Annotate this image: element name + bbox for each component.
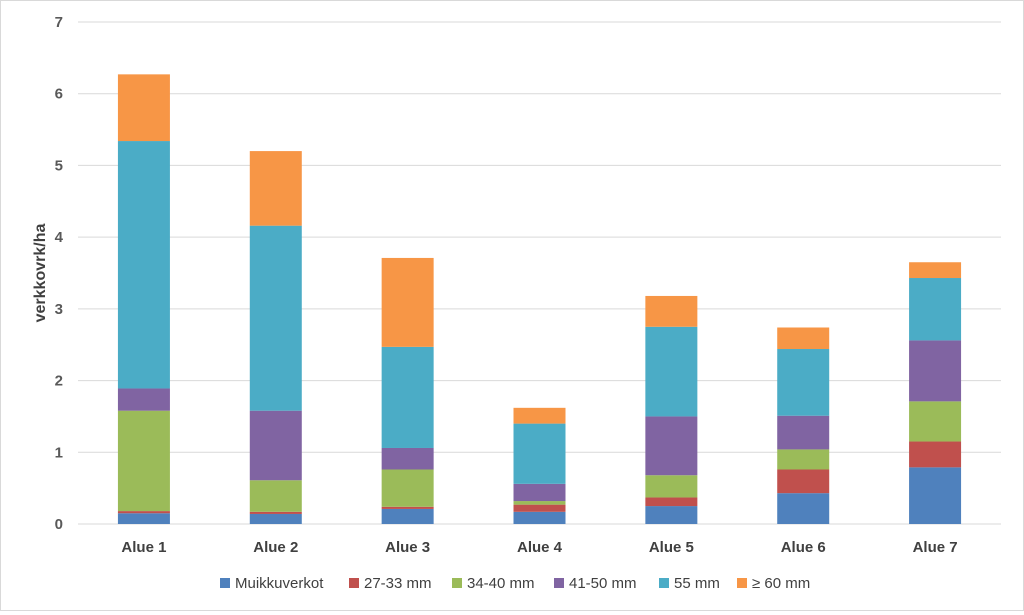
bar-segment [249, 151, 302, 226]
x-tick-label: Alue 7 [913, 539, 958, 556]
bar-segment [909, 278, 962, 341]
bar-segment [645, 295, 698, 327]
bar-segment [645, 326, 698, 417]
bar-segment [645, 475, 698, 498]
bar-segment [513, 407, 566, 424]
legend-label: 34-40 mm [467, 575, 535, 592]
y-tick-label: 7 [55, 14, 63, 31]
bar-segment [909, 262, 962, 279]
y-tick-label: 2 [55, 373, 63, 390]
bar-segment [777, 469, 830, 494]
bar-segment [513, 423, 566, 484]
x-tick-label: Alue 5 [649, 539, 694, 556]
x-tick-label: Alue 1 [121, 539, 166, 556]
bars [117, 74, 962, 524]
bar-segment [249, 225, 302, 411]
bar-segment [117, 513, 170, 524]
legend-label: 55 mm [674, 575, 720, 592]
bar-segment [909, 340, 962, 402]
legend: Muikkuverkot 27-33 mm 34-40 mm 41-50 mm 55 m… [220, 575, 810, 592]
y-axis-label: verkkovrk/ha [32, 224, 49, 323]
bar-segment [117, 410, 170, 512]
bar-segment [777, 449, 830, 470]
x-axis-ticks: Alue 1 Alue 2 Alue 3 Alue 4 Alue 5 Alue 6 Alue… [121, 539, 957, 556]
bar-segment [117, 511, 170, 514]
bar-segment [117, 74, 170, 142]
bar-segment [513, 483, 566, 502]
bar-segment [513, 504, 566, 512]
legend-swatch [554, 578, 564, 588]
bar-segment [513, 501, 566, 505]
bar-segment [249, 480, 302, 512]
x-tick-label: Alue 4 [517, 539, 563, 556]
y-tick-label: 6 [55, 86, 63, 103]
bar-segment [909, 467, 962, 524]
bar-segment [645, 497, 698, 507]
legend-label: ≥ 60 mm [752, 575, 810, 592]
bar-segment [645, 416, 698, 476]
y-tick-label: 4 [55, 229, 64, 246]
y-axis-ticks: 0 1 2 3 4 5 6 7 [55, 14, 64, 533]
y-tick-label: 3 [55, 301, 63, 318]
bar-segment [381, 508, 434, 524]
bar-segment [249, 513, 302, 524]
bar-segment [249, 410, 302, 481]
bar-segment [249, 511, 302, 514]
bar-segment [381, 469, 434, 507]
bar-segment [777, 327, 830, 350]
gridlines [78, 21, 1001, 525]
y-tick-label: 5 [55, 157, 63, 174]
bar-segment [117, 141, 170, 389]
x-tick-label: Alue 3 [385, 539, 430, 556]
bar-segment [777, 349, 830, 416]
bar-segment [381, 346, 434, 448]
y-tick-label: 0 [55, 516, 63, 533]
bar-segment [381, 506, 434, 509]
legend-label: 27-33 mm [364, 575, 432, 592]
legend-swatch [220, 578, 230, 588]
bar-segment [909, 441, 962, 468]
bar-segment [777, 415, 830, 450]
bar-segment [909, 401, 962, 442]
bar-segment [777, 493, 830, 524]
bar-segment [645, 506, 698, 524]
legend-label: Muikkuverkot [235, 575, 324, 592]
legend-swatch [349, 578, 359, 588]
x-tick-label: Alue 2 [253, 539, 298, 556]
x-tick-label: Alue 6 [781, 539, 826, 556]
legend-swatch [737, 578, 747, 588]
y-tick-label: 1 [55, 444, 63, 461]
legend-swatch [452, 578, 462, 588]
legend-label: 41-50 mm [569, 575, 637, 592]
bar-segment [381, 257, 434, 347]
bar-segment [513, 511, 566, 524]
bar-segment [117, 388, 170, 411]
legend-swatch [659, 578, 669, 588]
bar-segment [381, 447, 434, 470]
